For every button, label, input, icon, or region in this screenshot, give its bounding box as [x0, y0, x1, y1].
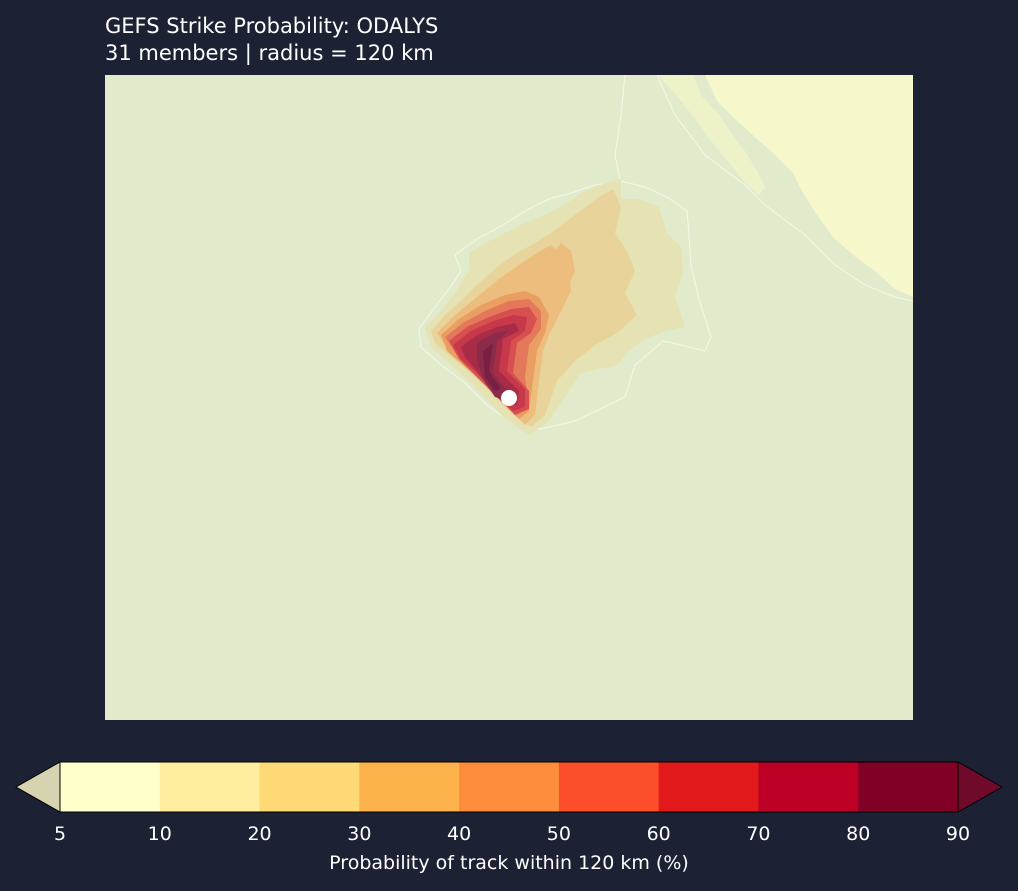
colorbar-tick-label: 60	[646, 823, 671, 845]
colorbar-bin-70-80	[758, 762, 859, 812]
colorbar-bin-60-70	[658, 762, 759, 812]
colorbar-tick-label: 5	[53, 823, 67, 845]
prob-fill-80-90	[477, 331, 509, 401]
colorbar-tick-label: 90	[945, 823, 971, 845]
colorbar-bin-50-60	[558, 762, 660, 812]
land-mainland	[705, 75, 913, 297]
coast-outline	[614, 75, 913, 302]
colorbar-frame	[59, 761, 959, 813]
land-peninsula	[657, 75, 765, 195]
colorbar-bin-5-10	[60, 762, 161, 812]
colorbar-tick-label: 50	[546, 823, 571, 845]
colorbar-bin-80-90	[858, 762, 959, 812]
colorbar-bin-30-40	[359, 762, 460, 812]
colorbar-tick-label: 80	[846, 823, 871, 845]
colorbar-tick-label: 70	[746, 823, 771, 845]
colorbar-under-arrow	[14, 761, 61, 813]
storm-position-marker[interactable]	[501, 390, 517, 406]
colorbar-bins	[60, 762, 959, 812]
colorbar	[14, 761, 1004, 813]
colorbar-bin-20-30	[259, 762, 360, 812]
colorbar-tick-label: 30	[347, 823, 372, 845]
map-panel[interactable]	[105, 75, 913, 720]
prob-fill-20-30-north	[535, 243, 575, 297]
title-line-1: GEFS Strike Probability: ODALYS	[105, 14, 439, 38]
prob-fill-over-90	[483, 343, 501, 391]
colorbar-bin-40-50	[459, 762, 560, 812]
colorbar-over-arrow	[957, 761, 1004, 813]
colorbar-bin-10-20	[159, 762, 261, 812]
colorbar-tick-label: 20	[247, 823, 272, 845]
map-title: GEFS Strike Probability: ODALYS 31 membe…	[105, 13, 438, 67]
colorbar-label: Probability of track within 120 km (%)	[329, 852, 689, 874]
colorbar-tick-label: 10	[147, 823, 172, 845]
colorbar-tick-label: 40	[447, 823, 472, 845]
title-line-2: 31 members | radius = 120 km	[105, 41, 434, 65]
map-svg	[105, 75, 913, 720]
